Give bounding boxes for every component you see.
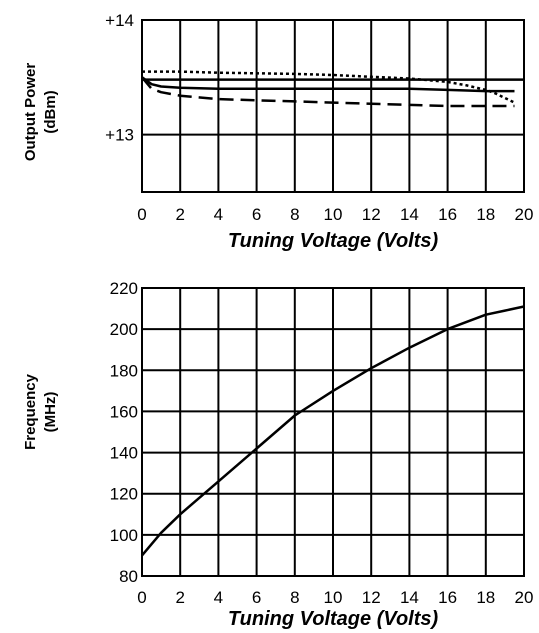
power-y-label-line1: Output Power xyxy=(22,63,39,161)
frequency-x-tick-label: 4 xyxy=(214,588,223,607)
power-x-label: Tuning Voltage (Volts) xyxy=(228,230,439,252)
frequency-series xyxy=(141,305,525,557)
frequency-y-tick-label: 140 xyxy=(110,444,138,463)
frequency-x-tick-label: 12 xyxy=(362,588,381,607)
frequency-x-label: Tuning Voltage (Volts) xyxy=(228,608,439,630)
frequency-x-tick-label: 0 xyxy=(137,588,146,607)
frequency-y-tick-label: 80 xyxy=(119,567,138,586)
power-y-label-line2: (dBm) xyxy=(42,90,59,133)
frequency-grid xyxy=(142,288,524,576)
frequency-y-ticks: 220 200 180 160 140 120 100 80 xyxy=(110,279,138,586)
frequency-x-tick-label: 16 xyxy=(438,588,457,607)
power-x-tick-label: 18 xyxy=(476,205,495,224)
power-x-tick-label: 0 xyxy=(137,205,146,224)
frequency-y-tick-label: 220 xyxy=(110,279,138,298)
power-plot-frame xyxy=(141,19,525,193)
power-x-tick-label: 20 xyxy=(515,205,534,224)
power-x-tick-label: 16 xyxy=(438,205,457,224)
frequency-series-solid-line-0 xyxy=(141,305,525,557)
power-series-dotted-line-0 xyxy=(142,70,516,104)
frequency-x-tick-label: 20 xyxy=(515,588,534,607)
power-grid xyxy=(142,20,524,192)
frequency-y-tick-label: 120 xyxy=(110,485,138,504)
frequency-y-tick-label: 200 xyxy=(110,320,138,339)
frequency-y-tick-label: 160 xyxy=(110,402,138,421)
power-x-tick-label: 14 xyxy=(400,205,419,224)
frequency-x-tick-label: 6 xyxy=(252,588,261,607)
power-series xyxy=(141,70,524,108)
power-x-tick-label: 12 xyxy=(362,205,381,224)
frequency-plot-frame xyxy=(141,287,525,577)
power-y-ticks: +14 +13 xyxy=(105,11,134,145)
power-chart: +14 +13 0 2 4 6 8 10 12 14 16 18 20 Output Power (d… xyxy=(22,11,533,252)
frequency-y-tick-label: 100 xyxy=(110,526,138,545)
frequency-chart: 220 200 180 160 140 120 100 80 0 2 4 6 8 10 12 14 16 18 2… xyxy=(22,279,533,630)
power-x-tick-label: 4 xyxy=(214,205,223,224)
power-x-ticks: 0 2 4 6 8 10 12 14 16 18 20 xyxy=(137,205,533,224)
frequency-x-tick-label: 2 xyxy=(175,588,184,607)
power-x-tick-label: 6 xyxy=(252,205,261,224)
power-x-tick-label: 2 xyxy=(175,205,184,224)
frequency-y-label-line1: Frequency xyxy=(22,373,39,450)
power-x-tick-label: 10 xyxy=(324,205,343,224)
frequency-x-tick-label: 8 xyxy=(290,588,299,607)
power-y-tick-label: +14 xyxy=(105,11,134,30)
frequency-x-ticks: 0 2 4 6 8 10 12 14 16 18 20 xyxy=(137,588,533,607)
frequency-x-tick-label: 18 xyxy=(476,588,495,607)
frequency-x-tick-label: 14 xyxy=(400,588,419,607)
frequency-x-tick-label: 10 xyxy=(324,588,343,607)
power-x-tick-label: 8 xyxy=(290,205,299,224)
power-series-solid-line-1 xyxy=(141,76,515,93)
power-series-dashed-line-2 xyxy=(141,76,515,108)
power-y-tick-label: +13 xyxy=(105,126,134,145)
frequency-y-label-line2: (MHz) xyxy=(42,392,59,433)
frequency-y-tick-label: 180 xyxy=(110,361,138,380)
